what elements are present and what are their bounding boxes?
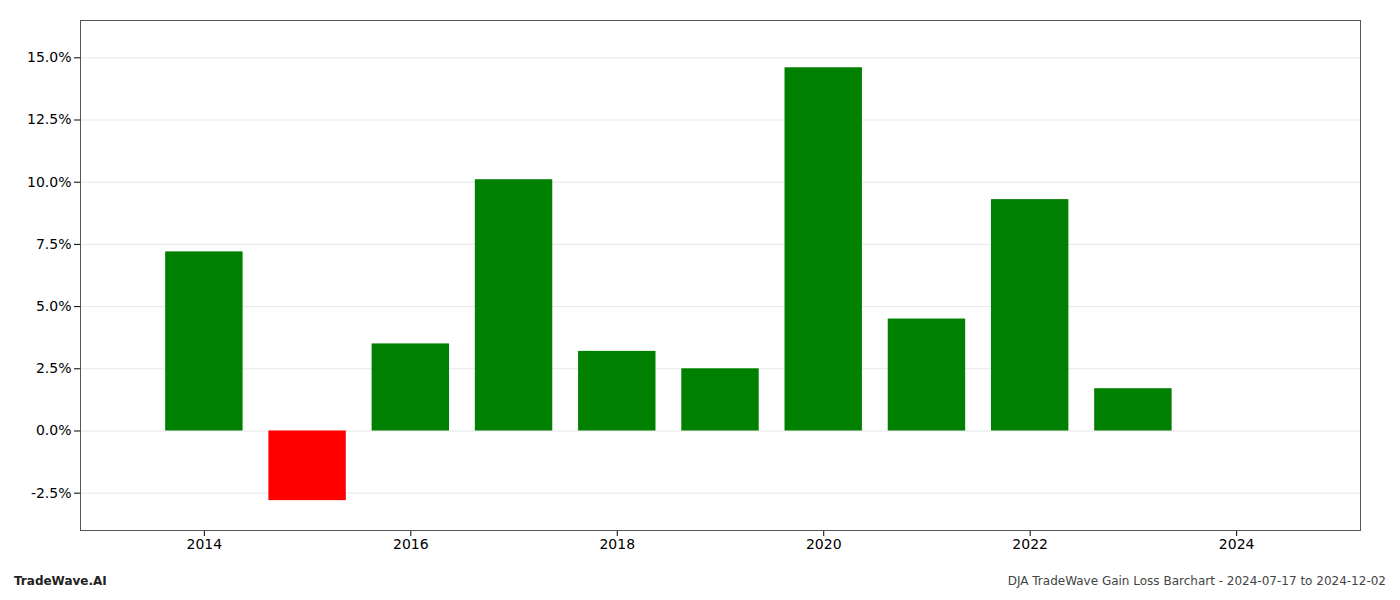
svg-text:2014: 2014 xyxy=(187,536,223,552)
html-text:TradeWave.AI: TradeWave.AI xyxy=(14,574,107,588)
svg-text:2.5%: 2.5% xyxy=(36,360,72,376)
svg-text:7.5%: 7.5% xyxy=(36,236,72,252)
svg-text:12.5%: 12.5% xyxy=(27,111,71,127)
svg-text:2020: 2020 xyxy=(806,536,842,552)
svg-text:2024: 2024 xyxy=(1219,536,1255,552)
svg-text:10.0%: 10.0% xyxy=(27,174,71,190)
svg-text:2018: 2018 xyxy=(599,536,635,552)
svg-text:0.0%: 0.0% xyxy=(36,422,72,438)
svg-text:2016: 2016 xyxy=(393,536,429,552)
svg-text:15.0%: 15.0% xyxy=(27,49,71,65)
svg-text:2022: 2022 xyxy=(1012,536,1048,552)
svg-text:-2.5%: -2.5% xyxy=(31,485,72,501)
svg-text:5.0%: 5.0% xyxy=(36,298,72,314)
html-text:DJA TradeWave Gain Loss Barcha: DJA TradeWave Gain Loss Barchart - 2024-… xyxy=(1007,574,1386,588)
